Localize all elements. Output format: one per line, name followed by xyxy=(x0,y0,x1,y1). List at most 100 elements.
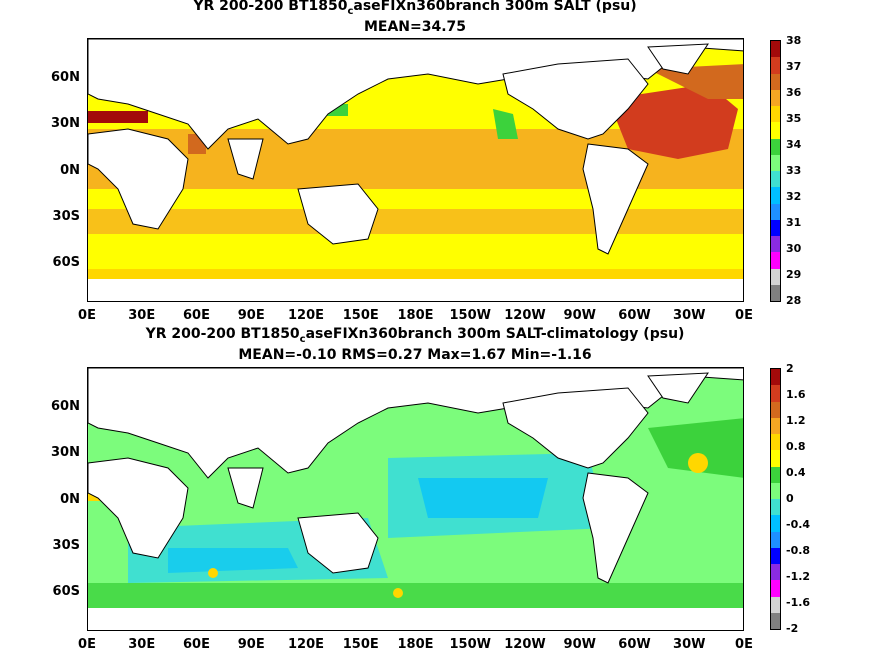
longitude-label: 60W xyxy=(618,637,651,652)
colorbar-swatch xyxy=(771,171,780,188)
bottom-colorbar xyxy=(770,368,781,630)
colorbar-swatch xyxy=(771,369,780,386)
land-south-america xyxy=(582,143,649,255)
colorbar-swatch xyxy=(771,138,780,155)
longitude-label: 180E xyxy=(397,637,434,652)
colorbar-swatch xyxy=(771,515,780,532)
longitude-label: 60E xyxy=(183,308,210,323)
longitude-label: 60E xyxy=(183,637,210,652)
longitude-label: 30E xyxy=(128,308,156,323)
bottom-title: YR 200-200 BT1850caseFIXn360branch 300m … xyxy=(145,326,685,345)
colorbar-label: 31 xyxy=(786,216,802,229)
land-australia xyxy=(297,183,379,245)
colorbar-swatch xyxy=(771,284,780,301)
colorbar-label: 30 xyxy=(786,242,802,255)
colorbar-swatch xyxy=(771,531,780,548)
longitude-label: 0E xyxy=(735,308,753,323)
colorbar-label: -1.6 xyxy=(786,596,811,609)
longitude-label: 120W xyxy=(504,637,546,652)
colorbar-swatch xyxy=(771,482,780,499)
longitude-label: 30W xyxy=(673,308,706,323)
colorbar-swatch xyxy=(771,417,780,434)
top-title: YR 200-200 BT1850caseFIXn360branch 300m … xyxy=(193,0,637,17)
colorbar-label: 2 xyxy=(786,362,794,375)
colorbar-swatch xyxy=(771,154,780,171)
longitude-label: 150E xyxy=(342,308,379,323)
colorbar-swatch xyxy=(771,385,780,402)
colorbar-swatch xyxy=(771,401,780,418)
bottom-stats: MEAN=-0.10 RMS=0.27 Max=1.67 Min=-1.16 xyxy=(238,347,592,363)
colorbar-label: -2 xyxy=(786,622,799,635)
colorbar-swatch xyxy=(771,268,780,285)
colorbar-swatch xyxy=(771,122,780,139)
colorbar-label: 32 xyxy=(786,190,802,203)
latitude-label: 0N xyxy=(60,163,80,178)
top-stats: MEAN=34.75 xyxy=(363,19,467,35)
colorbar-swatch xyxy=(771,596,780,613)
colorbar-swatch xyxy=(771,73,780,90)
colorbar-swatch xyxy=(771,219,780,236)
latitude-label: 60N xyxy=(51,399,80,414)
colorbar-swatch xyxy=(771,252,780,269)
colorbar-swatch xyxy=(771,41,780,58)
colorbar-label: 1.6 xyxy=(786,388,806,401)
colorbar-label: 38 xyxy=(786,34,802,47)
longitude-label: 90E xyxy=(237,308,265,323)
latitude-label: 0N xyxy=(60,492,80,507)
colorbar-swatch xyxy=(771,57,780,74)
colorbar-label: 34 xyxy=(786,138,802,151)
longitude-label: 150W xyxy=(449,637,491,652)
latitude-label: 60S xyxy=(52,584,80,599)
colorbar-label: 1.2 xyxy=(786,414,806,427)
colorbar-label: 28 xyxy=(786,294,802,307)
longitude-label: 120E xyxy=(287,637,325,652)
latitude-label: 30N xyxy=(51,445,80,460)
colorbar-swatch xyxy=(771,612,780,629)
colorbar-label: 0.4 xyxy=(786,466,806,479)
colorbar-label: 36 xyxy=(786,86,802,99)
colorbar-swatch xyxy=(771,450,780,467)
land-north-america xyxy=(502,58,649,140)
longitude-label: 120W xyxy=(504,308,546,323)
top-colorbar xyxy=(770,40,781,302)
longitude-label: 0E xyxy=(735,637,753,652)
colorbar-swatch xyxy=(771,580,780,597)
colorbar-swatch xyxy=(771,236,780,253)
colorbar-label: 0.8 xyxy=(786,440,806,453)
colorbar-label: 0 xyxy=(786,492,794,505)
longitude-label: 30E xyxy=(128,637,156,652)
latitude-label: 30S xyxy=(52,209,80,224)
latitude-label: 60N xyxy=(51,70,80,85)
colorbar-swatch xyxy=(771,499,780,516)
longitude-label: 180E xyxy=(397,308,434,323)
top-map xyxy=(87,38,744,302)
colorbar-label: 29 xyxy=(786,268,802,281)
colorbar-swatch xyxy=(771,89,780,106)
colorbar-swatch xyxy=(771,203,780,220)
longitude-label: 150E xyxy=(342,637,379,652)
land-india xyxy=(227,138,264,180)
colorbar-swatch xyxy=(771,187,780,204)
colorbar-label: -1.2 xyxy=(786,570,811,583)
colorbar-swatch xyxy=(771,466,780,483)
longitude-label: 60W xyxy=(618,308,651,323)
bottom-map xyxy=(87,367,744,631)
longitude-label: 150W xyxy=(449,308,491,323)
longitude-label: 0E xyxy=(78,637,96,652)
colorbar-label: 33 xyxy=(786,164,802,177)
longitude-label: 120E xyxy=(287,308,325,323)
longitude-label: 90E xyxy=(237,637,265,652)
colorbar-label: 35 xyxy=(786,112,802,125)
latitude-label: 60S xyxy=(52,255,80,270)
longitude-label: 90W xyxy=(563,308,596,323)
land-greenland xyxy=(647,43,709,75)
colorbar-label: -0.4 xyxy=(786,518,811,531)
colorbar-swatch xyxy=(771,564,780,581)
latitude-label: 30S xyxy=(52,538,80,553)
colorbar-swatch xyxy=(771,106,780,123)
longitude-label: 0E xyxy=(78,308,96,323)
land-africa xyxy=(88,128,189,230)
longitude-label: 30W xyxy=(673,637,706,652)
colorbar-label: 37 xyxy=(786,60,802,73)
colorbar-label: -0.8 xyxy=(786,544,811,557)
